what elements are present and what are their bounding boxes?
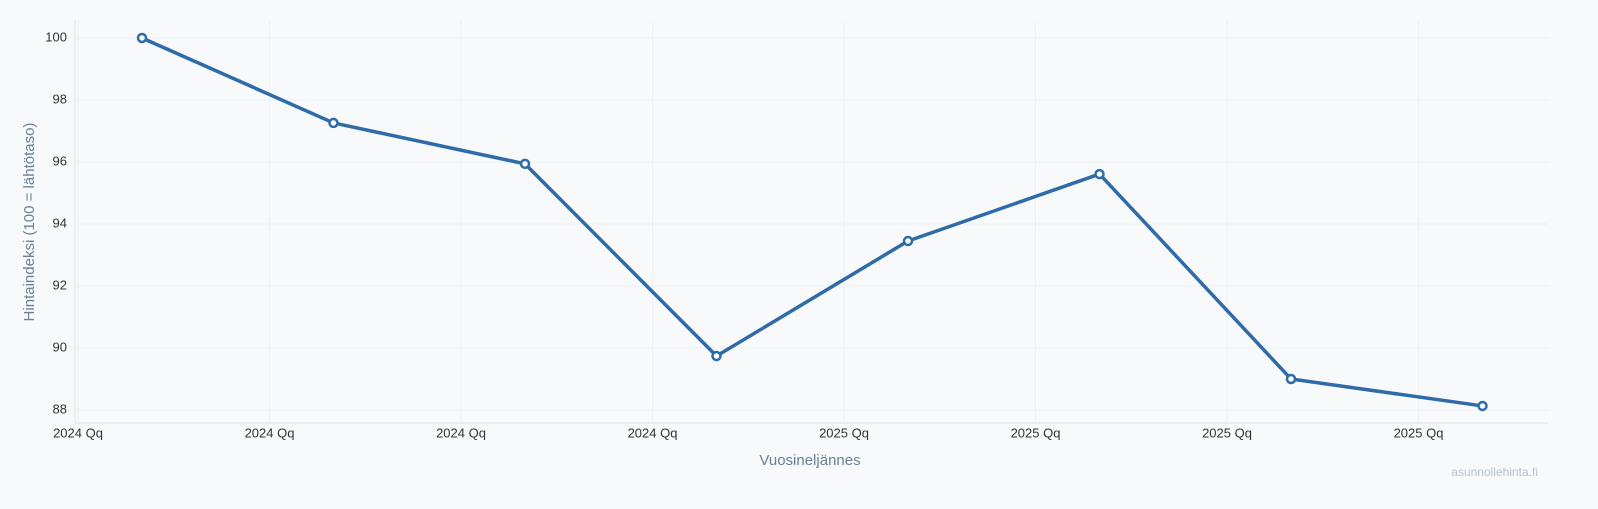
x-tick-label: 2024 Qq [53,425,103,440]
x-tick-label: 2024 Qq [436,425,486,440]
watermark: asunnollehinta.fi [1451,465,1538,479]
x-tick-label: 2025 Qq [1394,425,1444,440]
line [141,36,1483,408]
y-tick-label: 98 [53,91,67,106]
point [328,117,339,129]
point [902,235,914,247]
point [1477,400,1488,412]
y-tick-label: 88 [53,401,67,416]
point [136,32,148,44]
y-tick-label: 96 [53,153,67,168]
y-tick-label: 90 [53,339,67,354]
point [1094,168,1105,180]
y-tick-label: 94 [53,215,67,230]
point [519,158,531,170]
point [711,350,722,362]
x-tick-label: 2025 Qq [819,425,869,440]
x-tick-label: 2024 Qq [628,425,678,440]
x-tick-label: 2025 Qq [1011,425,1061,440]
x-axis-title: Vuosineljännes [759,452,860,469]
point [1285,373,1297,385]
y-tick-label: 100 [45,29,67,44]
x-tick-label: 2024 Qq [245,425,295,440]
y-tick-label: 92 [53,277,67,292]
x-tick-label: 2025 Qq [1202,425,1252,440]
y-axis-title: Hintaindeksi (100 = lähtötaso) [21,123,38,322]
